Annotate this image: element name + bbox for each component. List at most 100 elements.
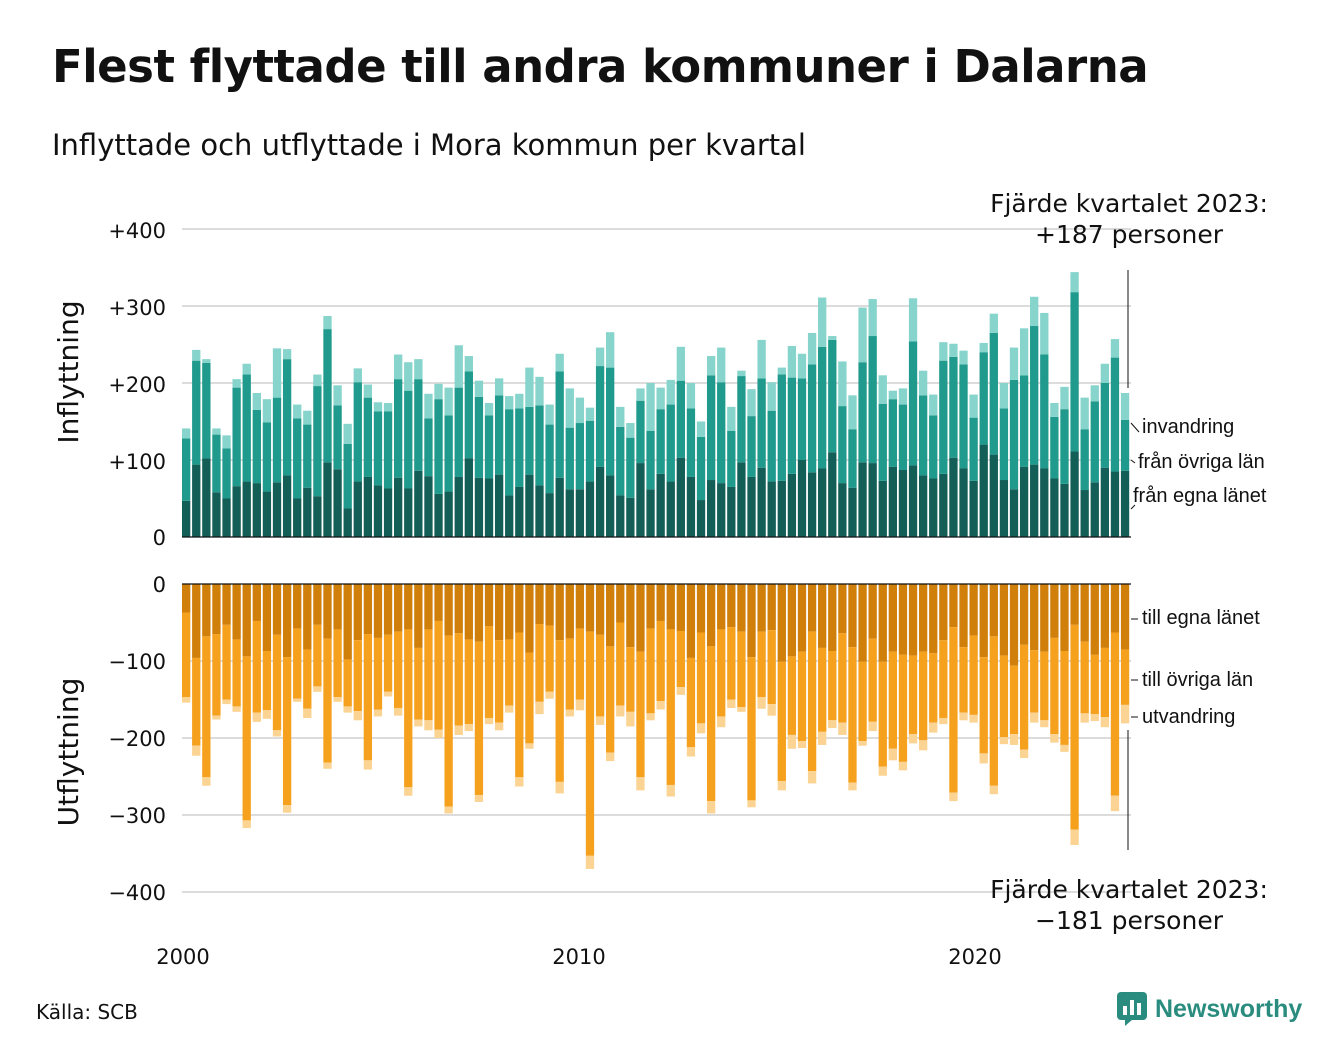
bar-out-0-50	[686, 584, 696, 658]
bar-out-1-49	[676, 630, 685, 688]
bar-out-1-51	[696, 632, 706, 724]
legend-fran-egna-lanet: från egna länet	[1133, 485, 1267, 507]
bar-in-0-51	[696, 500, 706, 537]
bar-in-1-33	[515, 408, 524, 487]
bar-in-1-36	[545, 424, 554, 494]
bar-in-1-37	[555, 371, 564, 478]
bar-in-2-12	[303, 410, 312, 425]
bar-chart-speech-icon	[1117, 992, 1147, 1026]
bar-in-0-85	[1040, 468, 1049, 537]
bar-out-2-93	[1120, 704, 1130, 724]
bar-out-0-1	[192, 584, 201, 658]
bar-in-1-41	[595, 366, 605, 467]
bar-in-1-9	[272, 397, 282, 483]
bar-in-1-5	[232, 387, 241, 487]
bar-out-2-30	[484, 717, 494, 725]
bar-in-1-25	[434, 399, 443, 494]
bar-in-2-71	[898, 388, 908, 405]
bar-out-1-11	[293, 628, 302, 699]
bar-in-1-19	[373, 411, 383, 486]
bar-out-0-14	[323, 584, 332, 639]
bar-out-2-1	[192, 745, 201, 756]
bar-in-0-84	[1030, 464, 1039, 537]
bar-in-2-85	[1040, 312, 1049, 355]
bar-in-1-43	[616, 426, 625, 496]
bar-out-2-40	[585, 855, 595, 869]
bar-out-2-11	[293, 698, 302, 702]
bar-in-2-51	[696, 421, 706, 437]
bar-in-2-38	[565, 388, 574, 428]
bar-in-0-40	[585, 481, 595, 537]
bar-out-2-25	[434, 729, 443, 738]
bar-in-2-68	[868, 299, 877, 337]
bar-in-2-17	[353, 368, 362, 383]
bar-in-2-6	[242, 363, 251, 375]
bar-out-1-3	[212, 634, 221, 716]
bar-out-0-17	[353, 584, 362, 641]
bar-out-1-36	[545, 625, 554, 692]
bar-out-0-88	[1070, 584, 1079, 625]
bar-out-2-48	[666, 784, 675, 797]
bar-in-0-61	[797, 460, 807, 537]
annotation-top-line1: Fjärde kvartalet 2023:	[990, 189, 1268, 218]
bar-out-1-41	[595, 634, 605, 717]
y-tick-bottom-0: 0	[153, 573, 166, 597]
bar-out-2-44	[626, 711, 635, 727]
bar-out-0-68	[868, 584, 877, 639]
bar-in-2-92	[1110, 339, 1120, 358]
bar-out-0-12	[303, 584, 312, 650]
bar-in-0-39	[575, 489, 585, 537]
bar-in-2-30	[484, 403, 494, 416]
bar-in-2-25	[434, 383, 443, 400]
annotation-bottom-line1: Fjärde kvartalet 2023:	[990, 875, 1268, 904]
bar-in-2-35	[535, 376, 544, 406]
bar-out-1-65	[838, 633, 847, 723]
bar-in-2-3	[212, 428, 221, 435]
bar-out-2-50	[686, 747, 696, 757]
legend-utvandring: utvandring	[1142, 706, 1235, 728]
bar-in-1-20	[383, 411, 393, 489]
bar-out-0-9	[272, 584, 282, 635]
bar-in-1-62	[807, 364, 817, 473]
bar-out-1-26	[444, 635, 453, 807]
bar-in-0-45	[636, 463, 645, 537]
bar-in-2-80	[989, 313, 998, 333]
legend-fran-ovriga-lan: från övriga län	[1138, 451, 1265, 473]
bar-out-1-89	[1080, 641, 1089, 714]
bar-in-2-58	[767, 382, 776, 411]
bar-out-1-6	[242, 656, 251, 821]
bar-in-1-4	[222, 448, 231, 499]
bar-in-0-28	[464, 458, 473, 537]
bar-in-0-44	[626, 497, 635, 537]
bar-in-0-86	[1050, 478, 1059, 537]
brand-logo[interactable]: Newsworthy	[1117, 992, 1302, 1026]
bar-in-1-82	[1009, 379, 1019, 490]
bar-in-1-74	[929, 415, 938, 479]
bar-out-1-76	[949, 627, 958, 793]
bar-out-0-69	[878, 584, 887, 662]
bar-in-0-89	[1080, 490, 1089, 537]
bar-out-0-73	[918, 584, 928, 652]
bar-in-0-64	[828, 452, 837, 537]
bar-out-1-14	[323, 638, 332, 763]
bar-out-1-12	[303, 649, 312, 709]
bar-out-1-20	[383, 634, 393, 692]
bar-out-2-86	[1050, 734, 1059, 743]
bar-out-0-39	[575, 584, 585, 629]
bar-in-1-46	[646, 430, 655, 490]
bar-in-2-84	[1030, 296, 1039, 327]
y-tick-bottom-3: −300	[108, 804, 166, 828]
bar-in-2-22	[404, 362, 413, 391]
bar-in-1-81	[999, 408, 1009, 481]
bar-in-0-67	[858, 462, 867, 537]
bar-out-1-43	[616, 622, 625, 706]
bar-out-2-27	[454, 725, 463, 735]
bar-in-2-73	[918, 370, 928, 396]
bar-out-0-21	[394, 584, 403, 632]
bar-in-2-9	[272, 348, 282, 398]
bar-out-2-69	[878, 766, 887, 776]
brand-name: Newsworthy	[1155, 994, 1303, 1023]
bar-in-0-20	[383, 488, 393, 537]
bar-in-0-76	[949, 457, 958, 537]
